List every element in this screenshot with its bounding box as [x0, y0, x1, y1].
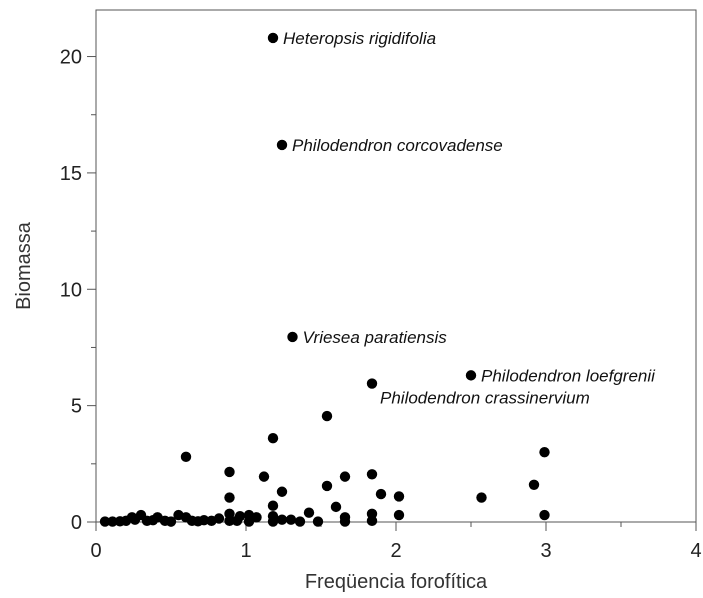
x-tick-label: 2 [390, 540, 401, 562]
data-point [206, 515, 217, 527]
plot-frame [95, 9, 697, 523]
data-point [243, 516, 255, 527]
data-point [312, 516, 324, 527]
data-point [129, 514, 141, 525]
x-tick-label: 1 [240, 540, 251, 562]
data-point [528, 479, 540, 490]
data-point [267, 516, 279, 527]
x-tick-label: 0 [90, 540, 101, 562]
data-point [267, 500, 279, 511]
data-point [465, 370, 477, 381]
data-point [231, 515, 243, 527]
data-point [120, 515, 132, 527]
data-point [339, 516, 351, 527]
y-tick-label: 15 [60, 163, 82, 185]
y-axis-ticks: 0 5 10 15 20 [60, 47, 96, 534]
data-point [476, 492, 487, 503]
data-point [224, 515, 235, 527]
point-annotations: Heteropsis rigidifolia Philodendron corco… [283, 29, 656, 408]
data-point [99, 516, 111, 527]
data-point [375, 488, 387, 500]
data-point [224, 492, 235, 503]
data-point [267, 32, 279, 44]
x-axis-ticks: 0 1 2 3 4 [90, 522, 702, 562]
data-point [339, 471, 351, 482]
data-point [539, 446, 550, 458]
point-annotation: Heteropsis rigidifolia [283, 29, 436, 48]
data-point [165, 516, 177, 527]
y-tick-label: 20 [60, 47, 82, 69]
y-axis-title: Biomassa [13, 221, 35, 310]
data-point [294, 516, 306, 527]
data-point [285, 514, 297, 525]
data-point [276, 139, 288, 151]
data-point [539, 509, 550, 521]
data-point [107, 516, 118, 527]
data-point [276, 514, 288, 525]
data-point [258, 471, 270, 482]
y-tick-label: 0 [71, 512, 82, 534]
data-point [267, 433, 279, 444]
x-tick-label: 3 [540, 540, 551, 562]
data-point [303, 507, 315, 518]
point-annotation: Vriesea paratiensis [303, 328, 448, 347]
data-point [321, 410, 333, 422]
x-axis-title: Freqüencia forofítica [305, 571, 488, 593]
data-point [198, 514, 210, 526]
data-point [287, 331, 298, 343]
data-points [99, 32, 550, 527]
y-tick-label: 5 [71, 396, 82, 418]
data-point [276, 486, 288, 497]
data-point [224, 466, 235, 478]
point-annotation: Philodendron corcovadense [292, 136, 503, 155]
x-tick-label: 4 [690, 540, 701, 562]
data-point [180, 451, 192, 463]
data-point [147, 514, 159, 526]
point-annotation: Philodendron loefgrenii [481, 366, 656, 385]
data-point [366, 469, 378, 480]
data-point [366, 515, 378, 527]
data-point [393, 509, 405, 521]
point-annotation: Philodendron crassinervium [380, 389, 590, 408]
y-tick-label: 10 [60, 279, 82, 301]
data-point [330, 501, 342, 513]
data-point [321, 480, 333, 492]
data-point [366, 378, 378, 389]
data-point [393, 491, 405, 502]
